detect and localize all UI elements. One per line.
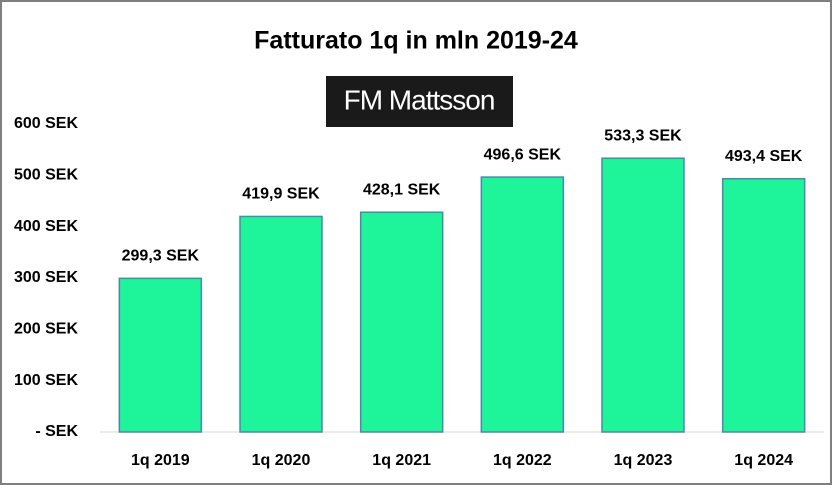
y-tick-label: 200 SEK <box>14 321 78 338</box>
value-label: 419,9 SEK <box>242 186 320 203</box>
bar <box>239 215 323 433</box>
bar <box>118 277 203 433</box>
y-tick-label: - SEK <box>35 423 78 440</box>
x-tick-label: 1q 2020 <box>252 452 311 469</box>
logo: FM Mattsson <box>344 84 495 115</box>
bar <box>480 176 565 433</box>
x-tick-label: 1q 2023 <box>614 452 673 469</box>
y-tick-label: 500 SEK <box>14 167 78 184</box>
y-tick-label: 600 SEK <box>14 115 78 132</box>
value-label: 533,3 SEK <box>604 127 682 144</box>
value-label: 496,6 SEK <box>484 146 562 163</box>
bar <box>721 177 806 433</box>
value-label: 299,3 SEK <box>122 248 200 265</box>
x-tick-label: 1q 2021 <box>372 452 431 469</box>
chart-title: Fatturato 1q in mln 2019-24 <box>254 27 578 55</box>
x-tick-label: 1q 2024 <box>734 452 793 469</box>
x-tick-label: 1q 2019 <box>131 452 190 469</box>
value-label: 428,1 SEK <box>363 181 441 198</box>
logo-box <box>326 76 513 127</box>
bar <box>359 211 444 433</box>
y-tick-label: 400 SEK <box>14 218 78 235</box>
x-tick-label: 1q 2022 <box>493 452 552 469</box>
value-label: 493,4 SEK <box>725 148 803 165</box>
y-tick-label: 300 SEK <box>14 269 78 286</box>
y-tick-label: 100 SEK <box>14 372 78 389</box>
bar <box>601 157 685 433</box>
